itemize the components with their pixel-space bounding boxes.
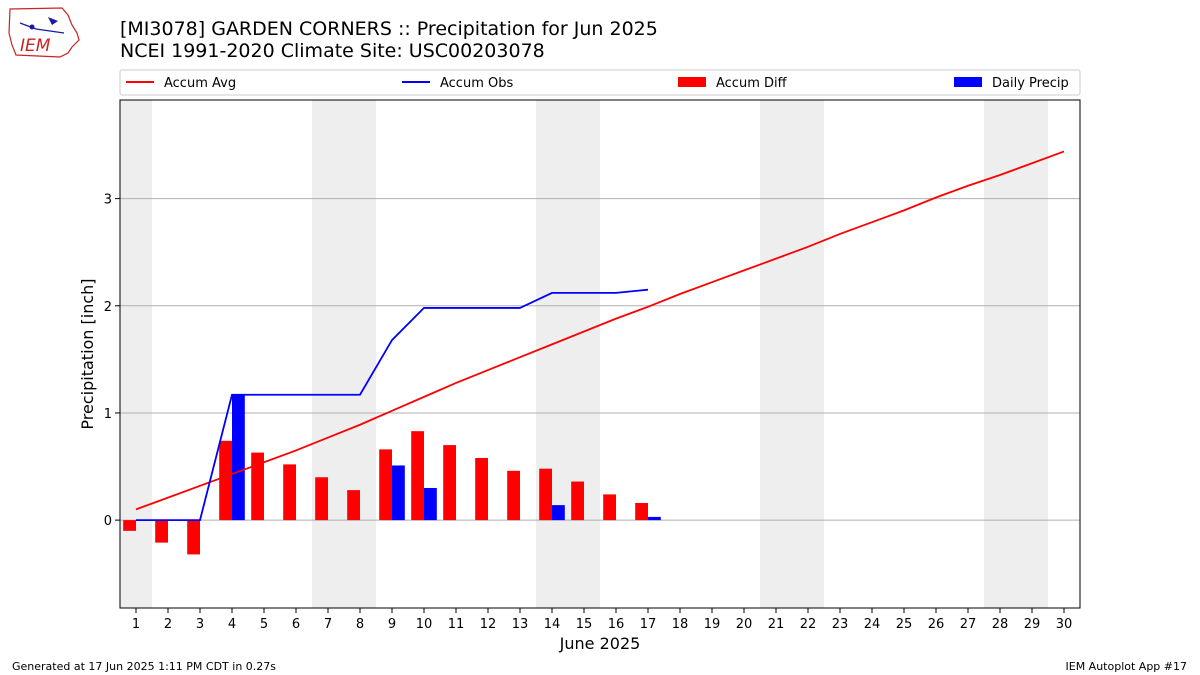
x-tick-label: 26 (928, 617, 945, 632)
footer-generated: Generated at 17 Jun 2025 1:11 PM CDT in … (12, 660, 277, 673)
weekend-shade (1016, 100, 1048, 608)
plot-frame (119, 99, 1081, 609)
x-tick-label: 19 (704, 617, 721, 632)
x-tick-label: 15 (576, 617, 593, 632)
x-tick-label: 25 (896, 617, 913, 632)
x-tick-label: 10 (416, 617, 433, 632)
accum-diff-bar (571, 481, 584, 521)
x-tick-label: 5 (260, 617, 268, 632)
x-tick-label: 20 (736, 617, 753, 632)
x-tick-label: 12 (480, 617, 497, 632)
daily-precip-bar (232, 394, 245, 521)
accum-diff-bar (219, 440, 232, 521)
accum-diff-bar (475, 457, 488, 521)
accum-diff-bar (411, 431, 424, 521)
y-axis-label: Precipitation [inch] (78, 278, 97, 429)
footer-app: IEM Autoplot App #17 (1065, 660, 1188, 673)
x-tick-label: 3 (196, 617, 204, 632)
accum-diff-bar (603, 494, 616, 521)
legend-label: Accum Obs (440, 76, 513, 91)
chart-title: [MI3078] GARDEN CORNERS :: Precipitation… (120, 18, 658, 40)
x-tick-label: 4 (228, 617, 236, 632)
legend: Accum Avg Accum Obs Accum Diff Daily Precip (119, 69, 1081, 96)
accum-diff-bar (251, 452, 264, 521)
weekend-shade (312, 100, 344, 608)
weekend-shade (760, 100, 792, 608)
x-axis-label: June 2025 (559, 634, 641, 653)
y-tick-label: 0 (104, 514, 112, 529)
x-tick-label: 18 (672, 617, 689, 632)
legend-swatch-bar (954, 77, 982, 87)
y-tick-label: 3 (104, 193, 112, 208)
y-tick-label: 1 (104, 407, 112, 422)
x-tick-label: 9 (388, 617, 396, 632)
accum-diff-bar (283, 464, 296, 521)
x-tick-label: 1 (132, 617, 140, 632)
weekend-shade (984, 100, 1016, 608)
weekend-shade (536, 100, 568, 608)
x-tick-label: 30 (1056, 617, 1073, 632)
x-tick-label: 17 (640, 617, 657, 632)
daily-precip-bar (648, 516, 661, 521)
daily-precip-bar (392, 465, 405, 521)
accum-diff-bar (443, 445, 456, 521)
accum-avg-line (135, 150, 1065, 511)
x-tick-label: 27 (960, 617, 977, 632)
daily-precip-bar (424, 487, 437, 521)
weekend-shade (120, 100, 152, 608)
x-tick-label: 8 (356, 617, 364, 632)
x-tick-label: 14 (544, 617, 561, 632)
accum-diff-bar (539, 468, 552, 521)
x-tick-label: 7 (324, 617, 332, 632)
x-tick-label: 24 (864, 617, 881, 632)
x-tick-label: 23 (832, 617, 849, 632)
accum-diff-bar (507, 470, 520, 521)
accum-diff-bar (123, 520, 136, 531)
x-tick-label: 28 (992, 617, 1009, 632)
legend-swatch-bar (678, 77, 706, 87)
accum-diff-bar (187, 520, 200, 555)
x-tick-label: 2 (164, 617, 172, 632)
x-tick-label: 21 (768, 617, 785, 632)
x-tick-label: 13 (512, 617, 529, 632)
accum-diff-bar (347, 490, 360, 521)
daily-precip-bar (552, 505, 565, 521)
weekend-shade (792, 100, 824, 608)
weekend-shade (568, 100, 600, 608)
iem-logo: IEM (8, 7, 80, 58)
legend-label: Daily Precip (992, 76, 1069, 91)
chart-subtitle: NCEI 1991-2020 Climate Site: USC00203078 (120, 40, 545, 62)
legend-box (119, 69, 1081, 96)
y-tick-label: 2 (104, 300, 112, 315)
x-tick-label: 16 (608, 617, 625, 632)
accum-diff-bar (155, 520, 168, 543)
legend-label: Accum Avg (164, 76, 236, 91)
logo-text: IEM (20, 36, 51, 56)
x-tick-label: 6 (292, 617, 300, 632)
accum-diff-bar (315, 477, 328, 521)
weekend-shade (344, 100, 376, 608)
x-tick-label: 22 (800, 617, 817, 632)
legend-label: Accum Diff (716, 76, 788, 91)
accum-obs-line (136, 288, 649, 522)
x-tick-label: 29 (1024, 617, 1041, 632)
accum-diff-bar (379, 449, 392, 521)
x-tick-label: 11 (448, 617, 465, 632)
accum-diff-bar (635, 502, 648, 521)
